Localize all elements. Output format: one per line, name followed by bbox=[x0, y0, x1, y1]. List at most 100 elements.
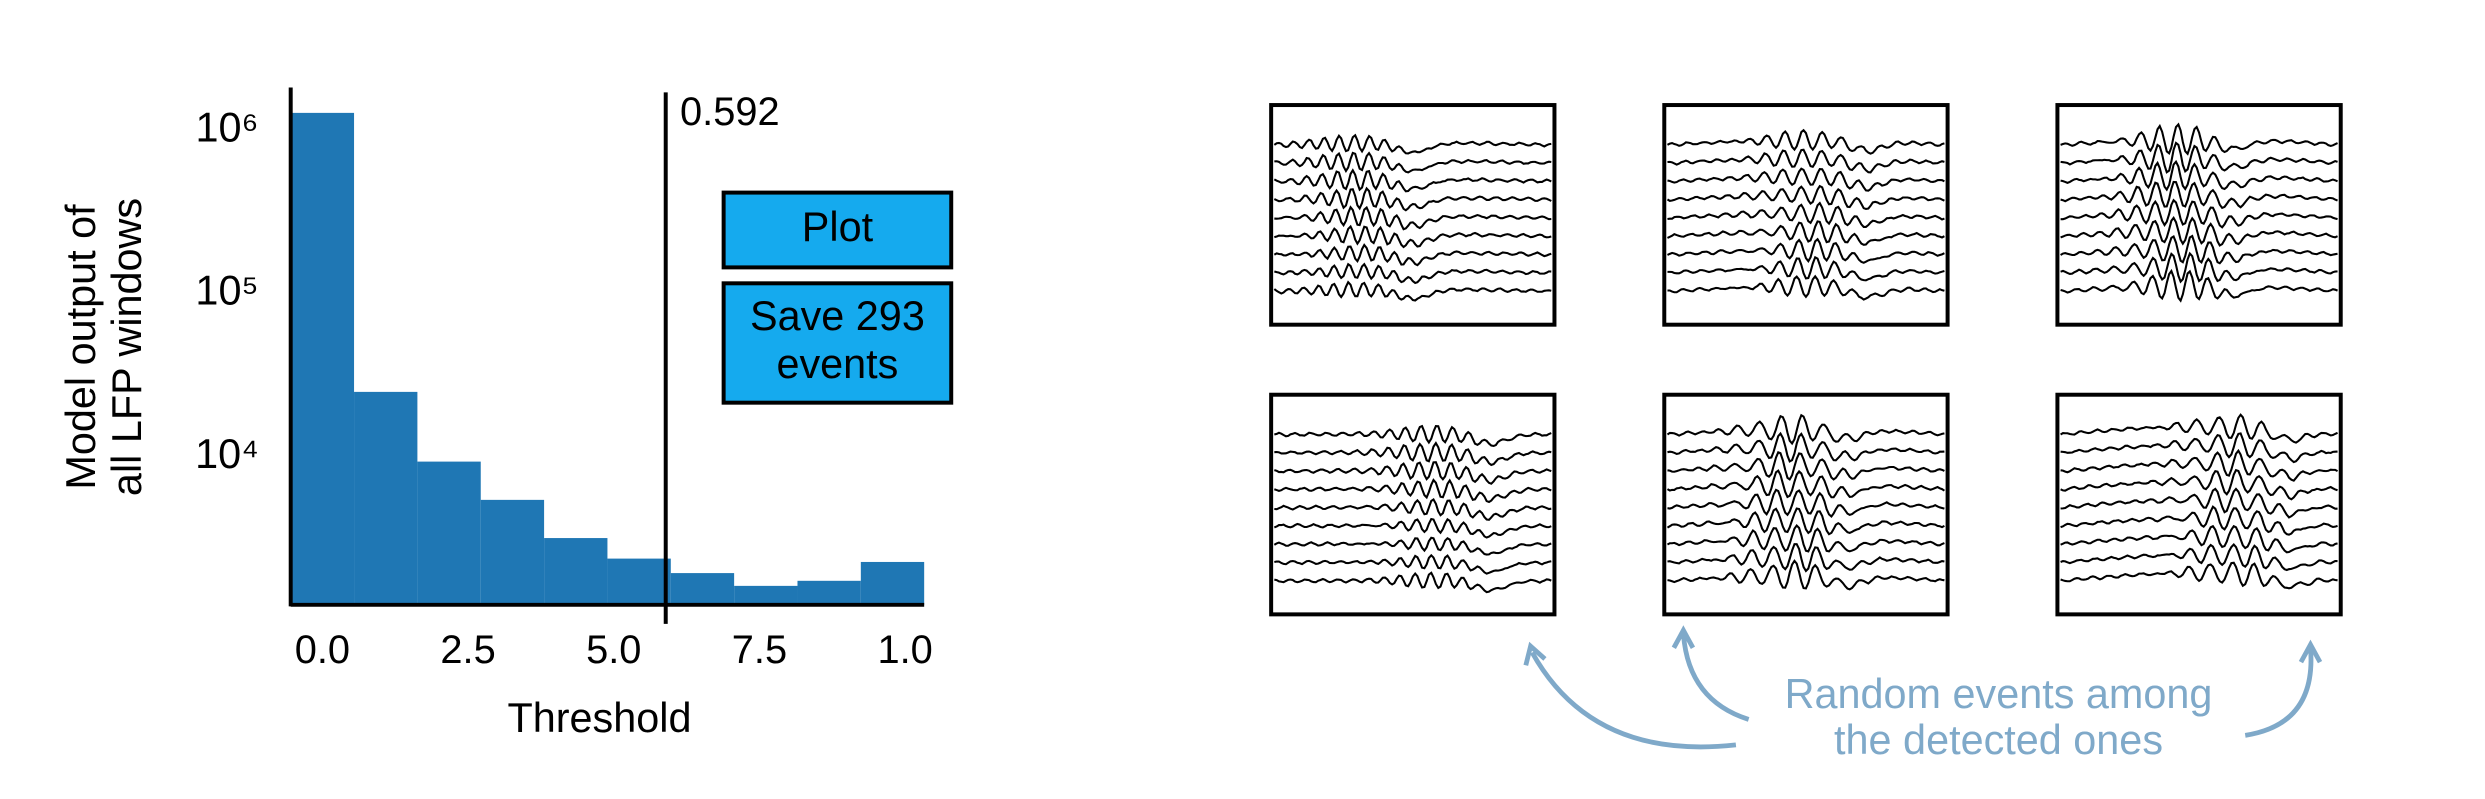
waveform bbox=[1667, 220, 1945, 246]
waveform bbox=[1274, 553, 1552, 575]
button-label[interactable]: Plot bbox=[802, 204, 874, 250]
bar bbox=[670, 573, 735, 605]
annotation-text: Random events among bbox=[1785, 671, 2213, 717]
waveform bbox=[2060, 505, 2338, 536]
waveform bbox=[1273, 243, 1552, 267]
event-panel bbox=[1269, 103, 1557, 327]
waveform bbox=[1666, 507, 1945, 536]
waveform bbox=[1667, 255, 1945, 282]
event-panel bbox=[1662, 103, 1950, 327]
waveform bbox=[1667, 431, 1945, 463]
waveform bbox=[2060, 216, 2338, 247]
y-tick-label: 10⁵ bbox=[195, 268, 258, 314]
x-tick-label: 0.0 bbox=[295, 628, 350, 672]
waveform bbox=[1667, 488, 1945, 519]
waveform bbox=[1273, 186, 1552, 212]
waveform bbox=[2060, 268, 2338, 303]
annotation-text: the detected ones bbox=[1834, 717, 2163, 763]
waveform bbox=[1273, 280, 1552, 302]
arrow bbox=[2244, 647, 2314, 738]
waveform bbox=[1667, 237, 1945, 264]
waveform bbox=[1667, 543, 1945, 573]
waveform bbox=[1274, 424, 1552, 448]
waveform bbox=[1667, 274, 1945, 301]
x-axis-label: Threshold bbox=[507, 695, 691, 741]
arrow-head bbox=[1523, 641, 1547, 666]
waveform bbox=[1274, 151, 1552, 174]
threshold-label: 0.592 bbox=[680, 90, 780, 134]
waveform bbox=[1667, 167, 1945, 192]
bar bbox=[860, 561, 925, 605]
waveform bbox=[2060, 122, 2338, 156]
waveform bbox=[2060, 487, 2338, 519]
waveform bbox=[1274, 478, 1552, 504]
waveform bbox=[2060, 198, 2338, 229]
waveform bbox=[1274, 224, 1552, 249]
bar bbox=[290, 112, 355, 605]
y-tick-label: 10⁶ bbox=[196, 104, 259, 150]
waveform bbox=[1274, 461, 1552, 485]
bar bbox=[354, 391, 418, 605]
waveform bbox=[1273, 168, 1552, 193]
bar bbox=[480, 499, 545, 605]
bar bbox=[797, 580, 861, 605]
button-label[interactable]: Save 293 bbox=[750, 293, 925, 339]
waveform bbox=[1666, 184, 1945, 211]
x-tick-label: 2.5 bbox=[440, 628, 495, 672]
waveform bbox=[1273, 133, 1552, 155]
arrow bbox=[1681, 633, 1750, 722]
waveform bbox=[1274, 497, 1552, 521]
waveform bbox=[2060, 413, 2338, 444]
bar bbox=[544, 538, 608, 605]
waveform bbox=[1666, 128, 1945, 155]
button-box[interactable] bbox=[721, 190, 954, 270]
waveform bbox=[1274, 441, 1552, 467]
event-panel bbox=[1269, 392, 1557, 617]
event-panel bbox=[1662, 392, 1950, 617]
button[interactable]: Plot bbox=[721, 190, 954, 270]
waveform bbox=[2060, 542, 2338, 572]
button-box[interactable] bbox=[721, 281, 954, 405]
annotation-arrows bbox=[1523, 625, 2323, 750]
y-axis-label-line: Model output of bbox=[58, 204, 104, 490]
x-tick-label: 7.5 bbox=[732, 628, 787, 672]
waveform bbox=[1666, 469, 1945, 499]
x-tick-label: 1.0 bbox=[878, 628, 933, 672]
button-label[interactable]: events bbox=[776, 341, 898, 387]
bar bbox=[417, 461, 481, 605]
waveform bbox=[1667, 559, 1945, 591]
waveform bbox=[1273, 536, 1552, 556]
bar bbox=[734, 585, 798, 605]
y-axis-label-line: all LFP windows bbox=[104, 198, 150, 496]
waveform bbox=[1666, 523, 1945, 553]
waveform bbox=[2060, 524, 2338, 554]
waveform bbox=[2060, 234, 2338, 265]
waveform bbox=[2060, 561, 2338, 590]
waveform bbox=[2060, 468, 2338, 501]
waveform bbox=[2060, 159, 2338, 192]
waveform bbox=[2060, 448, 2339, 482]
waveform bbox=[1667, 148, 1945, 174]
waveform bbox=[1666, 413, 1945, 446]
arrow bbox=[1530, 651, 1737, 750]
event-panel bbox=[2055, 392, 2343, 617]
waveform bbox=[1667, 451, 1945, 481]
waveform bbox=[2060, 432, 2338, 464]
waveform bbox=[1274, 262, 1552, 285]
arrow-head bbox=[1671, 625, 1696, 649]
waveform bbox=[1273, 517, 1552, 539]
waveform bbox=[1667, 201, 1945, 229]
x-tick-label: 5.0 bbox=[586, 628, 641, 672]
waveform bbox=[2060, 141, 2338, 174]
y-axis-label: Model output ofall LFP windows bbox=[58, 198, 150, 496]
event-panel bbox=[2055, 103, 2343, 327]
waveform bbox=[1274, 205, 1552, 231]
waveform bbox=[1274, 571, 1552, 594]
arrow-head bbox=[2298, 639, 2323, 664]
waveform bbox=[2060, 251, 2338, 284]
waveform bbox=[2060, 180, 2338, 210]
y-tick-label: 10⁴ bbox=[195, 431, 259, 477]
